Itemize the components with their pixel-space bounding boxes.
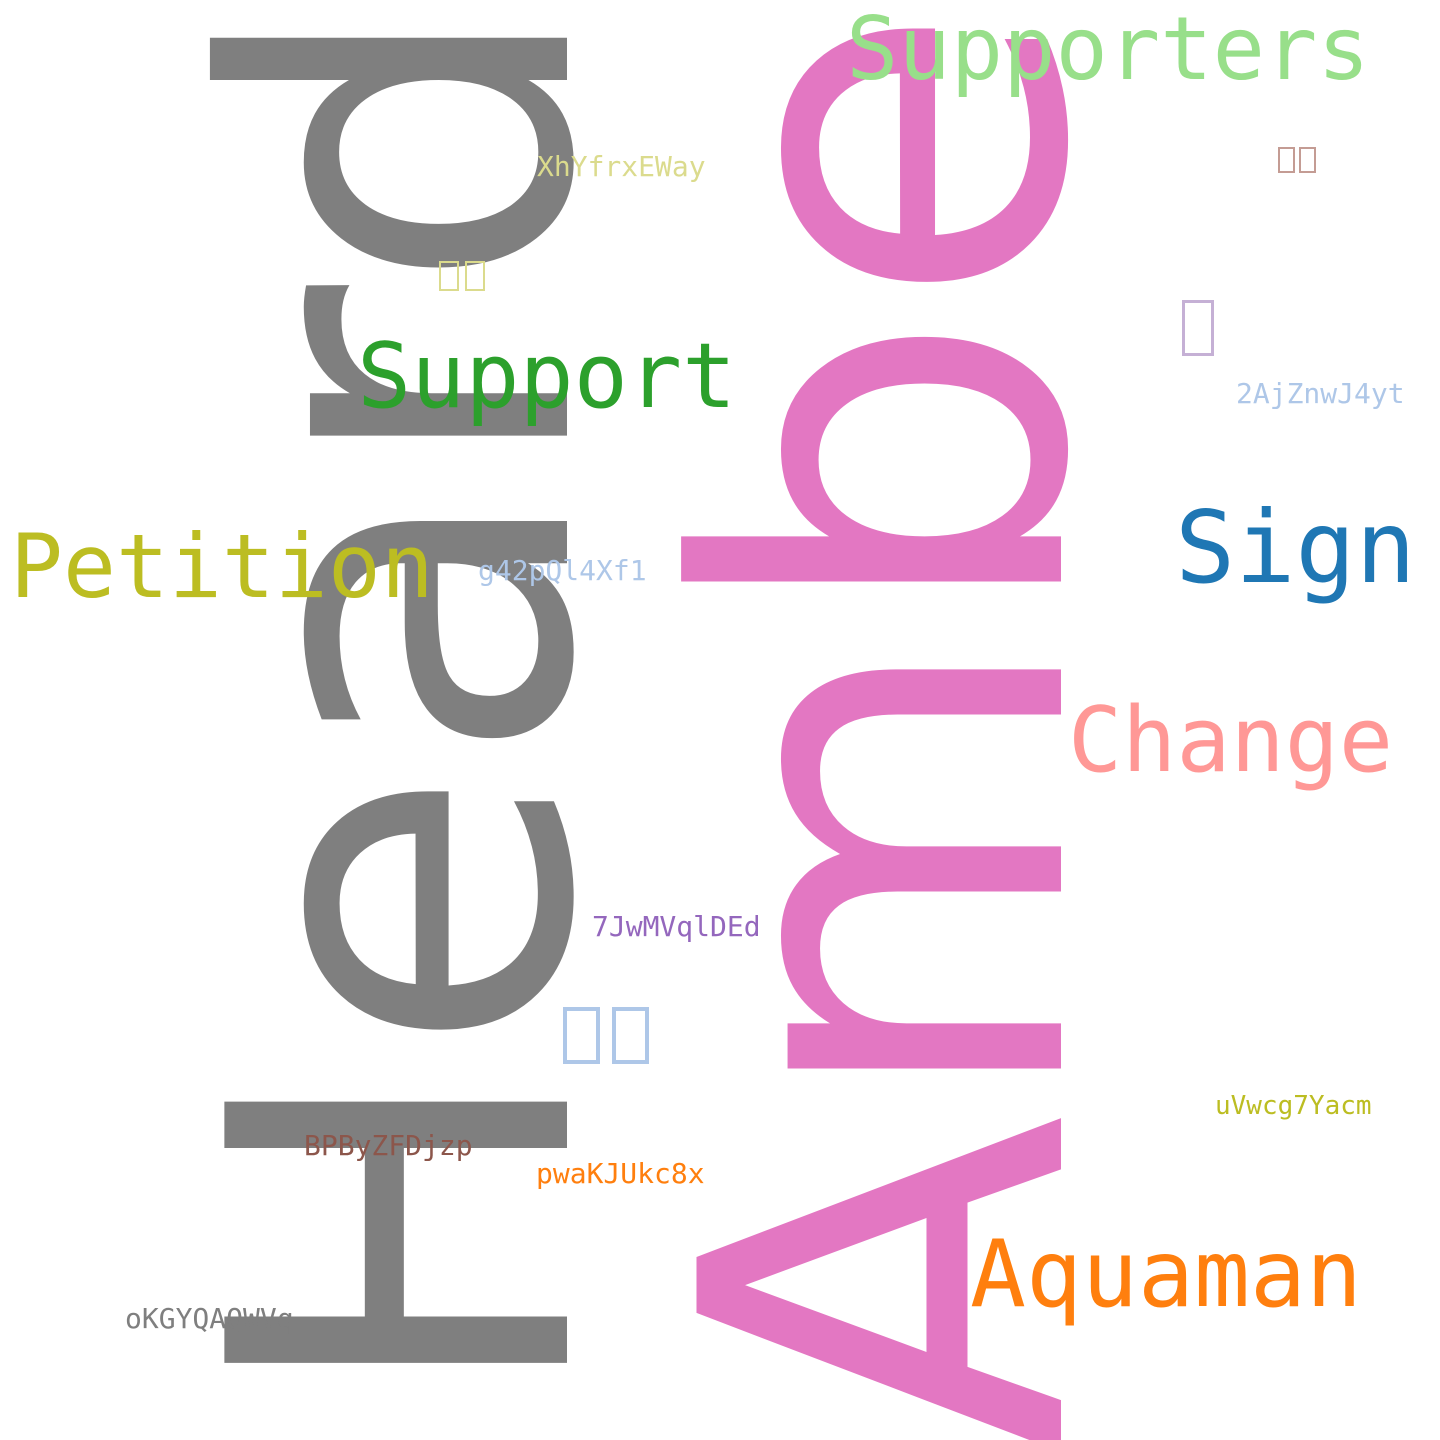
word-uvwcg7yacm: uVwcg7Yacm (1215, 1091, 1372, 1121)
word-supporters: Supporters (846, 0, 1370, 100)
glyph-box-upper-left (439, 261, 485, 294)
word-xhyfrxeway: XhYfrxEWay (537, 150, 706, 183)
glyph-box-top-right (1278, 147, 1316, 176)
word-support: Support (357, 324, 737, 429)
word-aquaman: Aquaman (970, 1220, 1362, 1328)
word-heard: Heard (131, 0, 678, 1409)
word-g42pql4xf1: g42pQl4Xf1 (478, 554, 647, 587)
word-bpbyzfdjzp: BPByZFDjzp (304, 1129, 473, 1162)
word-2ajznwj4yt: 2AjZnwJ4yt (1236, 377, 1405, 410)
word-change: Change (1068, 688, 1394, 793)
glyph-box-middle (563, 1007, 649, 1067)
glyph-box-right (1182, 300, 1214, 359)
word-sign: Sign (1175, 489, 1416, 606)
word-petition: Petition (10, 515, 434, 618)
word-okgyqaqwvq: oKGYQAQWVq (125, 1302, 294, 1335)
word-pwakjukc8x: pwaKJUkc8x (536, 1157, 705, 1190)
word-7jwmvqlded: 7JwMVqlDEd (592, 910, 761, 943)
